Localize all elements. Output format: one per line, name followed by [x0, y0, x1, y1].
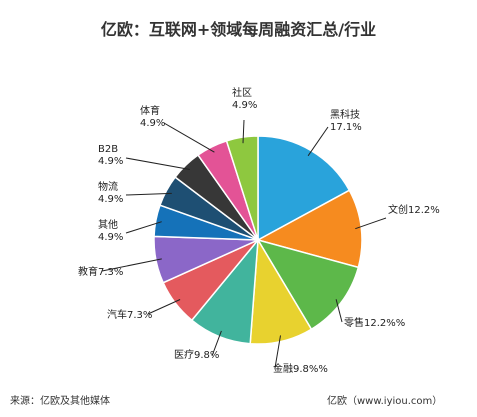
slice-label-11: 体育 4.9%	[140, 104, 165, 129]
pie-slices	[153, 135, 363, 345]
slice-label-7: 教育7.3%	[78, 265, 123, 278]
source-note: 来源：亿欧及其他媒体	[10, 396, 110, 407]
pie-slice-3	[256, 238, 360, 331]
slice-label-3: 零售12.2%%	[344, 316, 405, 329]
slice-labels: 黑科技 17.1% 文创12.2% 零售12.2%% 金融9.8%% 医疗9.8% 汽车7.…	[78, 86, 440, 375]
leader-line-3	[335, 299, 343, 323]
pie-slice-12	[225, 135, 259, 241]
leader-line-6	[147, 299, 181, 315]
slice-label-5: 医疗9.8%	[174, 348, 219, 361]
leader-line-2	[355, 217, 387, 230]
slice-label-8: 其他 4.9%	[98, 218, 123, 243]
leader-line-10	[125, 157, 190, 170]
slice-label-2: 文创12.2%	[388, 203, 440, 216]
site-note: 亿欧（www.iyiou.com）	[327, 396, 443, 407]
slice-label-4: 金融9.8%%	[273, 362, 328, 375]
chart-title: 亿欧：互联网+领域每周融资汇总/行业	[100, 20, 377, 39]
pie-slice-2	[256, 189, 363, 269]
slice-label-12: 社区 4.9%	[232, 86, 257, 111]
leader-line-7	[101, 258, 162, 272]
leader-line-8	[125, 221, 162, 234]
slice-label-10: B2B 4.9%	[98, 144, 123, 167]
leader-line-1	[307, 126, 329, 157]
leader-line-12	[242, 119, 245, 144]
slice-label-9: 物流 4.9%	[98, 180, 123, 205]
leader-line-5	[211, 330, 222, 357]
leader-line-11	[163, 122, 215, 153]
slice-label-1: 黑科技 17.1%	[330, 108, 362, 133]
leader-line-4	[274, 335, 281, 369]
slice-label-6: 汽车7.3%	[107, 308, 152, 321]
leader-lines	[101, 119, 387, 369]
leader-line-9	[125, 192, 172, 196]
